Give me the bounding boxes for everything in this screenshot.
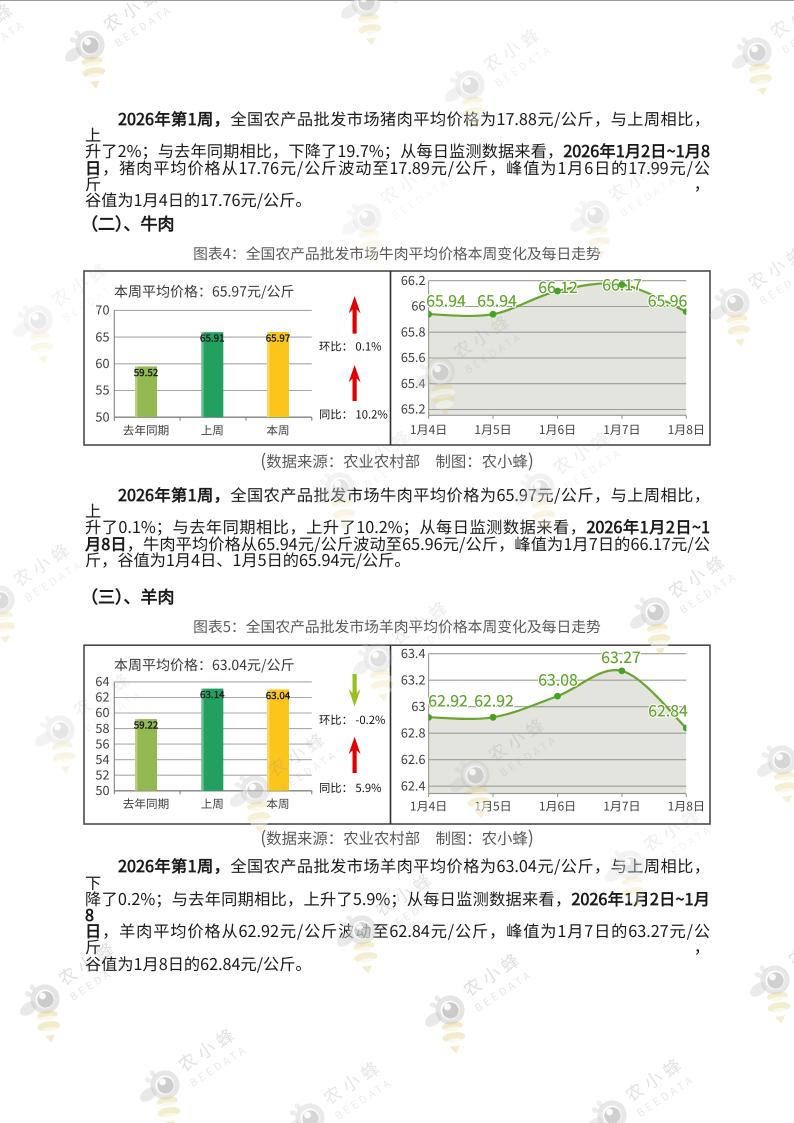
- svg-text:63.2: 63.2: [401, 669, 426, 688]
- svg-text:63.14: 63.14: [200, 687, 225, 701]
- svg-text:62.4: 62.4: [401, 775, 426, 794]
- svg-text:62.8: 62.8: [401, 722, 426, 741]
- svg-text:65.96: 65.96: [648, 288, 688, 311]
- svg-text:59.22: 59.22: [133, 718, 159, 732]
- svg-text:66.2: 66.2: [401, 270, 426, 289]
- svg-text:50: 50: [95, 406, 109, 425]
- svg-text:65.97: 65.97: [266, 331, 291, 345]
- svg-text:上周: 上周: [201, 796, 224, 812]
- svg-text:55: 55: [95, 380, 109, 399]
- svg-text:62.84: 62.84: [648, 699, 688, 722]
- svg-text:66.12: 66.12: [538, 275, 577, 298]
- svg-text:59.52: 59.52: [133, 365, 159, 379]
- svg-text:去年同期: 去年同期: [123, 796, 169, 812]
- svg-text:本周平均价格：65.97元/公斤: 本周平均价格：65.97元/公斤: [114, 282, 294, 302]
- svg-text:50: 50: [95, 780, 109, 799]
- svg-text:63.08: 63.08: [538, 667, 578, 690]
- svg-text:1月8日: 1月8日: [668, 797, 705, 814]
- svg-text:本周平均价格：63.04元/公斤: 本周平均价格：63.04元/公斤: [114, 655, 294, 675]
- svg-text:62.84: 62.84: [648, 699, 688, 722]
- svg-text:1月4日: 1月4日: [410, 797, 447, 814]
- svg-text:63.04: 63.04: [266, 688, 291, 702]
- svg-text:65.91: 65.91: [200, 331, 224, 345]
- svg-text:62.92: 62.92: [474, 689, 513, 712]
- svg-text:同比： 10.2%: 同比： 10.2%: [319, 407, 388, 423]
- svg-text:63.08: 63.08: [538, 667, 578, 690]
- svg-text:62.6: 62.6: [401, 749, 426, 768]
- svg-text:本周: 本周: [266, 796, 289, 812]
- svg-text:63.4: 63.4: [401, 643, 426, 662]
- svg-text:63.27: 63.27: [601, 645, 641, 668]
- svg-text:1月6日: 1月6日: [539, 797, 576, 814]
- svg-text:同比： 5.9%: 同比： 5.9%: [319, 780, 382, 796]
- svg-text:环比： -0.2%: 环比： -0.2%: [319, 712, 385, 728]
- svg-text:1月5日: 1月5日: [474, 421, 511, 438]
- svg-text:62.92: 62.92: [428, 689, 467, 712]
- svg-text:1月5日: 1月5日: [474, 797, 511, 814]
- svg-text:63: 63: [411, 696, 425, 715]
- svg-text:去年同期: 去年同期: [123, 423, 169, 439]
- svg-text:66.12: 66.12: [538, 275, 577, 298]
- svg-text:本周: 本周: [266, 423, 289, 439]
- svg-text:1月8日: 1月8日: [668, 421, 705, 438]
- svg-text:1月7日: 1月7日: [603, 797, 640, 814]
- svg-text:环比： 0.1%: 环比： 0.1%: [319, 339, 382, 355]
- svg-text:65.96: 65.96: [648, 288, 688, 311]
- svg-text:上周: 上周: [201, 423, 224, 439]
